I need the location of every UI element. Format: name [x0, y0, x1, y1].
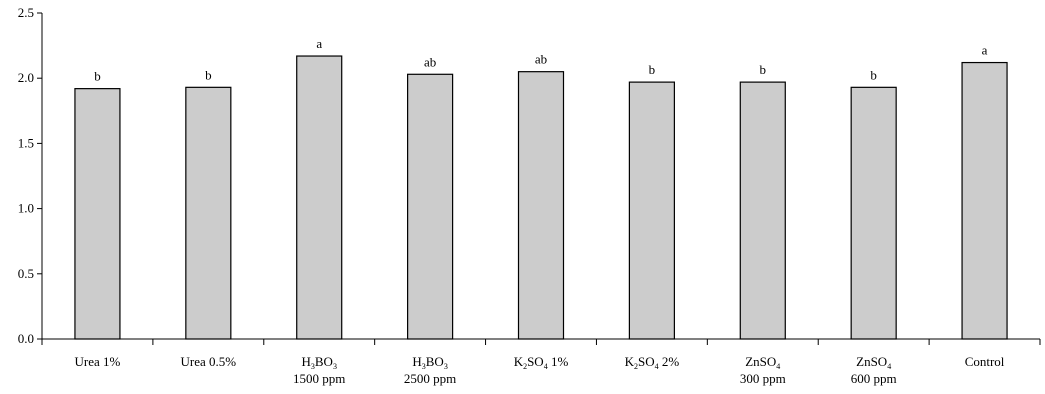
bar — [850, 86, 897, 340]
bar-significance-label: a — [316, 36, 322, 51]
x-axis — [41, 338, 1041, 345]
bar — [296, 55, 343, 340]
bar — [739, 81, 786, 340]
y-tick-label: 0.0 — [18, 331, 34, 346]
bar — [517, 71, 565, 340]
x-category-label: ZnSO4 — [856, 354, 891, 371]
bar-significance-label: b — [870, 67, 877, 82]
y-axis: 0.0 0.5 1.0 1.5 2.0 2.5 — [18, 5, 43, 346]
y-tick-label: 1.0 — [18, 201, 34, 216]
bar — [407, 73, 454, 340]
y-tick-label: 2.5 — [18, 5, 34, 20]
bar-significance-label: ab — [424, 54, 436, 69]
x-category-label: K2SO4 2% — [625, 354, 680, 371]
bar — [628, 81, 675, 340]
y-tick-label: 1.5 — [18, 135, 34, 150]
x-category-label: Urea 1% — [75, 354, 121, 369]
bar-significance-label: ab — [535, 52, 547, 67]
x-category-label: 2500 ppm — [404, 371, 456, 386]
x-category-label: 300 ppm — [740, 371, 786, 386]
y-tick-label: 2.0 — [18, 70, 34, 85]
x-category-label: Control — [965, 354, 1005, 369]
bar — [961, 61, 1008, 340]
x-category-label: ZnSO4 — [745, 354, 780, 371]
bars — [74, 55, 1008, 340]
x-category-label: 1500 ppm — [293, 371, 345, 386]
x-category-label: 600 ppm — [851, 371, 897, 386]
bar-significance-label: b — [760, 62, 767, 77]
bar-significance-label: b — [649, 62, 656, 77]
x-category-label: K2SO4 1% — [514, 354, 569, 371]
x-category-label: Urea 0.5% — [181, 354, 237, 369]
bar-significance-label: b — [94, 69, 101, 84]
y-tick-label: 0.5 — [18, 266, 34, 281]
x-category-label: H3BO3 — [301, 354, 336, 371]
bar — [74, 88, 121, 340]
bar-significance-label: a — [982, 43, 988, 58]
bar — [185, 86, 232, 340]
x-category-label: H3BO3 — [412, 354, 447, 371]
bar-significance-label: b — [205, 67, 212, 82]
bar-labels: b b a ab ab b b b a — [94, 36, 987, 84]
